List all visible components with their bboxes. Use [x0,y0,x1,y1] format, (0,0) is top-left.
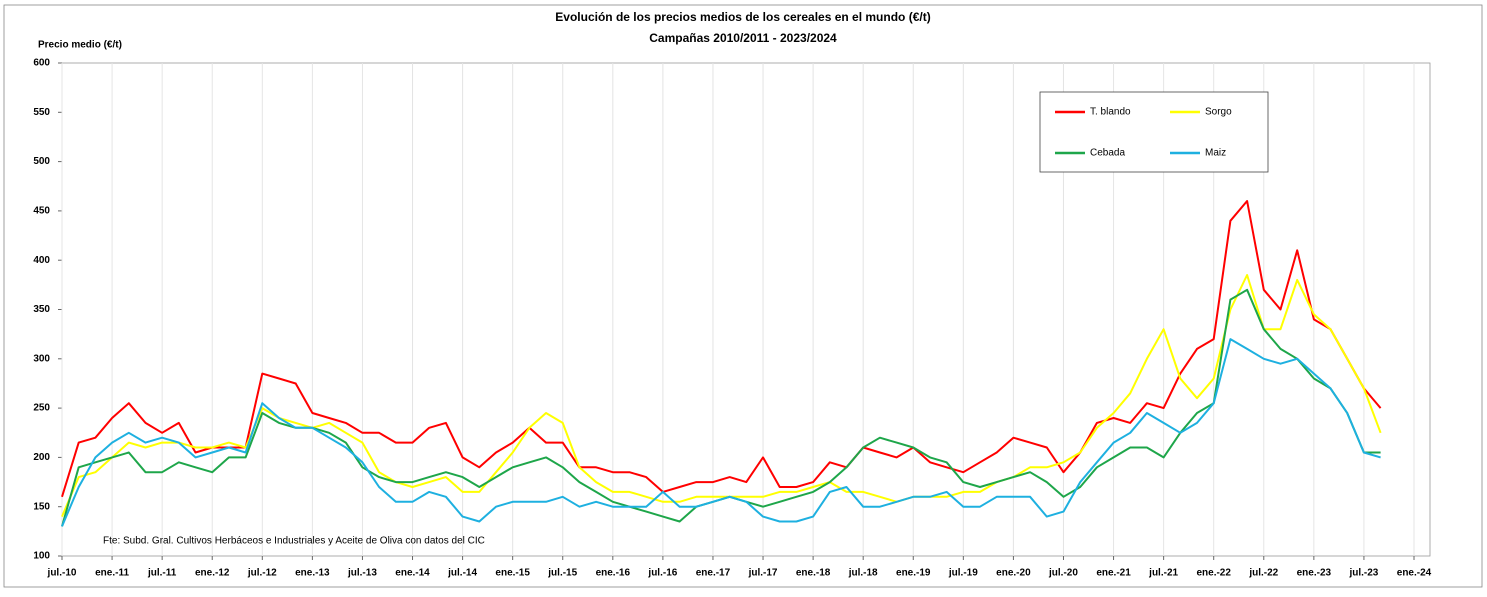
legend-label: Sorgo [1205,107,1232,118]
x-tick-label: jul.-19 [948,568,978,579]
x-tick-label: ene.-13 [295,568,330,579]
x-tick-label: ene.-17 [696,568,731,579]
x-tick-label: ene.-23 [1297,568,1332,579]
y-tick-label: 200 [33,452,50,463]
x-tick-label: ene.-18 [796,568,831,579]
x-tick-label: jul.-23 [1348,568,1378,579]
x-tick-label: jul.-17 [748,568,778,579]
x-tick-label: jul.-12 [247,568,277,579]
x-tick-label: ene.-11 [95,568,129,579]
x-tick-label: jul.-20 [1048,568,1078,579]
y-tick-label: 250 [33,403,50,414]
x-tick-label: ene.-21 [1096,568,1131,579]
y-tick-label: 600 [33,58,50,69]
x-tick-label: ene.-14 [395,568,430,579]
x-tick-label: ene.-20 [996,568,1031,579]
series-line [61,200,1382,498]
chart-subtitle: Campañas 2010/2011 - 2023/2024 [649,31,837,45]
x-tick-label: jul.-13 [347,568,377,579]
y-tick-label: 450 [33,206,50,217]
y-tick-label: 100 [33,551,50,562]
y-tick-label: 550 [33,107,50,118]
x-tick-label: ene.-19 [896,568,931,579]
x-tick-label: jul.-21 [1148,568,1178,579]
legend-label: Maiz [1205,148,1226,159]
x-tick-label: jul.-22 [1248,568,1278,579]
grid: 100 150 200 250 300 350 400 450 500 550 600 jul.-10… [33,58,1431,579]
legend-label: Cebada [1090,148,1125,159]
x-tick-label: ene.-16 [596,568,631,579]
source-note: Fte: Subd. Gral. Cultivos Herbáceos e In… [103,536,485,547]
legend-box [1039,91,1269,173]
x-tick-label: jul.-15 [547,568,577,579]
x-tick-label: ene.-22 [1196,568,1231,579]
chart-title: Evolución de los precios medios de los c… [555,10,930,24]
legend-label: T. blando [1090,107,1131,118]
x-tick-label: ene.-24 [1397,568,1432,579]
x-tick-label: ene.-15 [495,568,530,579]
x-tick-label: jul.-11 [147,568,177,579]
x-tick-label: ene.-12 [195,568,230,579]
lines [61,200,1382,527]
legend: T. blando Sorgo Cebada Maiz [1039,91,1269,173]
y-axis-label: Precio medio (€/t) [38,40,122,51]
x-tick-label: jul.-18 [848,568,878,579]
y-tick-label: 500 [33,156,50,167]
y-tick-label: 350 [33,304,50,315]
x-tick-label: jul.-10 [47,568,77,579]
x-tick-label: jul.-16 [647,568,677,579]
y-tick-label: 300 [33,353,50,364]
series-line [61,338,1381,527]
x-tick-label: jul.-14 [447,568,477,579]
y-tick-label: 150 [33,501,50,512]
y-tick-label: 400 [33,255,50,266]
